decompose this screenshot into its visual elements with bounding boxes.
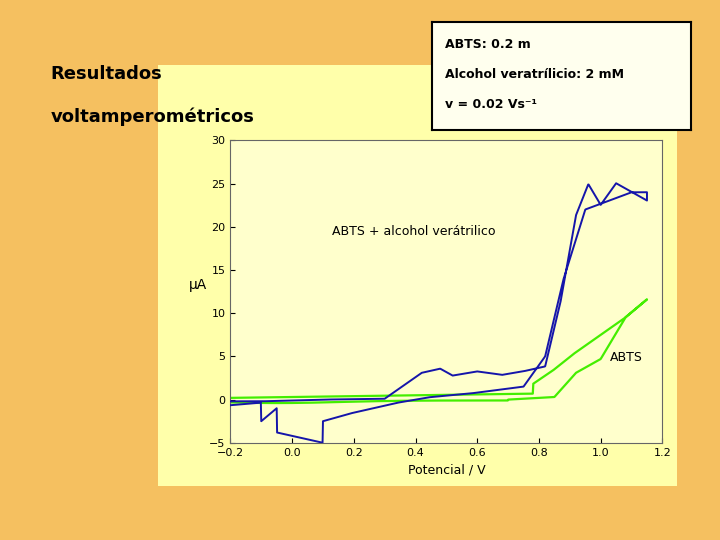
Text: Resultados: Resultados [50, 65, 162, 83]
Text: ABTS + alcohol verátrilico: ABTS + alcohol verátrilico [332, 225, 496, 239]
Text: ABTS: 0.2 m: ABTS: 0.2 m [445, 38, 531, 51]
Text: v = 0.02 Vs⁻¹: v = 0.02 Vs⁻¹ [445, 98, 537, 111]
X-axis label: Potencial / V: Potencial / V [408, 463, 485, 476]
Y-axis label: μA: μA [189, 278, 207, 292]
Text: ABTS: ABTS [610, 350, 643, 364]
Text: voltamperométricos: voltamperométricos [50, 108, 254, 126]
Text: Alcohol veratrílicio: 2 mM: Alcohol veratrílicio: 2 mM [445, 68, 624, 81]
